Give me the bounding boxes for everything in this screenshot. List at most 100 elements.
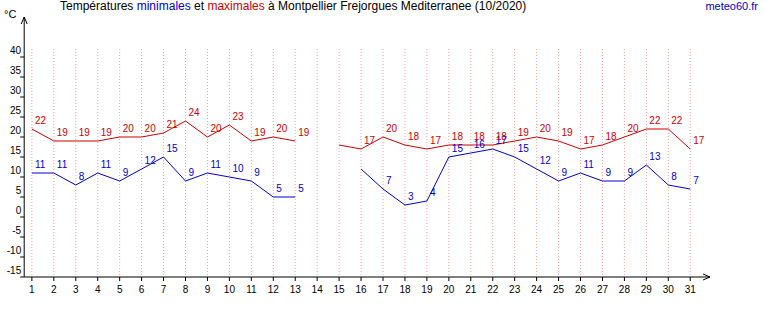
grid-line xyxy=(361,49,362,277)
data-label: 11 xyxy=(101,159,112,170)
y-tick-label: 0 xyxy=(16,205,22,216)
data-label: 21 xyxy=(167,119,179,130)
data-label: 22 xyxy=(35,115,47,126)
data-label: 9 xyxy=(605,167,611,178)
x-tick-label: 22 xyxy=(487,284,499,295)
data-label: 18 xyxy=(452,131,464,142)
x-tick-label: 6 xyxy=(139,284,145,295)
x-tick-label: 10 xyxy=(224,284,236,295)
x-tick-label: 8 xyxy=(183,284,189,295)
x-tick-label: 13 xyxy=(290,284,302,295)
data-label: 9 xyxy=(123,167,129,178)
data-label: 18 xyxy=(605,131,617,142)
data-label: 11 xyxy=(210,159,221,170)
grid-line xyxy=(229,49,230,277)
x-tick xyxy=(163,277,164,281)
grid-line xyxy=(470,49,471,277)
grid-line xyxy=(185,49,186,277)
grid-line xyxy=(207,49,208,277)
y-tick-label: -15 xyxy=(7,265,22,276)
data-label: 19 xyxy=(562,127,574,138)
grid-line xyxy=(97,49,98,277)
data-label: 22 xyxy=(649,115,661,126)
x-tick xyxy=(229,277,230,281)
data-label: 9 xyxy=(189,167,195,178)
grid-line xyxy=(536,49,537,277)
x-tick-label: 23 xyxy=(509,284,521,295)
x-tick-label: 9 xyxy=(205,284,211,295)
x-tick xyxy=(668,277,669,281)
title-part: à Montpellier Frejorgues Mediterranee (1… xyxy=(265,0,526,13)
grid-line xyxy=(426,49,427,277)
x-tick xyxy=(75,277,76,281)
grid-line xyxy=(448,49,449,277)
x-tick-label: 31 xyxy=(685,284,697,295)
x-tick xyxy=(470,277,471,281)
grid-line xyxy=(668,49,669,277)
data-label: 8 xyxy=(79,171,85,182)
source: meteo60.fr xyxy=(705,0,758,12)
data-label: 15 xyxy=(167,143,179,154)
x-tick xyxy=(448,277,449,281)
data-label: 20 xyxy=(540,123,552,134)
series-line xyxy=(32,121,690,149)
grid-line xyxy=(317,49,318,277)
data-label: 4 xyxy=(430,187,436,198)
grid-line xyxy=(646,49,647,277)
data-label: 19 xyxy=(298,127,310,138)
y-tick xyxy=(20,217,24,218)
grid-line xyxy=(119,49,120,277)
x-tick xyxy=(426,277,427,281)
x-tick xyxy=(97,277,98,281)
title-part: et xyxy=(191,0,208,13)
plot-area xyxy=(32,121,690,205)
x-tick-label: 28 xyxy=(619,284,631,295)
x-tick-label: 18 xyxy=(399,284,411,295)
y-tick-label: 40 xyxy=(10,45,22,56)
y-tick xyxy=(20,197,24,198)
data-label: 7 xyxy=(693,175,699,186)
data-label: 12 xyxy=(540,155,552,166)
x-tick xyxy=(273,277,274,281)
grid-line xyxy=(558,49,559,277)
data-label: 11 xyxy=(584,159,595,170)
data-label: 18 xyxy=(408,131,420,142)
x-tick xyxy=(404,277,405,281)
data-label: 20 xyxy=(627,123,639,134)
data-label: 22 xyxy=(671,115,683,126)
grid-line xyxy=(273,49,274,277)
title: Températures minimales et maximales à Mo… xyxy=(60,0,526,13)
grid-line xyxy=(383,49,384,277)
data-label: 9 xyxy=(627,167,633,178)
y-tick xyxy=(20,237,24,238)
data-label: 13 xyxy=(649,151,661,162)
data-label: 19 xyxy=(254,127,266,138)
x-tick xyxy=(514,277,515,281)
grid-line xyxy=(251,49,252,277)
x-tick-label: 20 xyxy=(443,284,455,295)
x-tick xyxy=(317,277,318,281)
x-tick-label: 15 xyxy=(334,284,346,295)
data-label: 17 xyxy=(430,135,442,146)
grid-line xyxy=(53,49,54,277)
data-label: 12 xyxy=(145,155,157,166)
y-tick-label: -5 xyxy=(12,225,21,236)
x-tick-label: 19 xyxy=(421,284,433,295)
y-tick xyxy=(20,97,24,98)
x-tick xyxy=(624,277,625,281)
data-label: 15 xyxy=(518,143,530,154)
x-tick xyxy=(141,277,142,281)
x-tick-label: 12 xyxy=(268,284,280,295)
x-tick-label: 17 xyxy=(377,284,389,295)
x-tick-label: 27 xyxy=(597,284,609,295)
x-tick xyxy=(602,277,603,281)
x-tick xyxy=(185,277,186,281)
data-label: 11 xyxy=(57,159,68,170)
x-tick-label: 3 xyxy=(73,284,79,295)
x-tick xyxy=(492,277,493,281)
grid-line xyxy=(690,49,691,277)
data-label: 19 xyxy=(57,127,69,138)
data-label: 20 xyxy=(145,123,157,134)
data-label: 17 xyxy=(364,135,376,146)
data-label: 3 xyxy=(408,191,414,202)
